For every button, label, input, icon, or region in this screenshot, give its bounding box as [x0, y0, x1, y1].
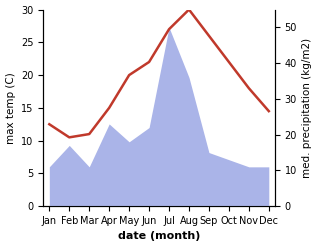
Y-axis label: max temp (C): max temp (C): [5, 72, 16, 144]
X-axis label: date (month): date (month): [118, 231, 200, 242]
Y-axis label: med. precipitation (kg/m2): med. precipitation (kg/m2): [302, 38, 313, 178]
